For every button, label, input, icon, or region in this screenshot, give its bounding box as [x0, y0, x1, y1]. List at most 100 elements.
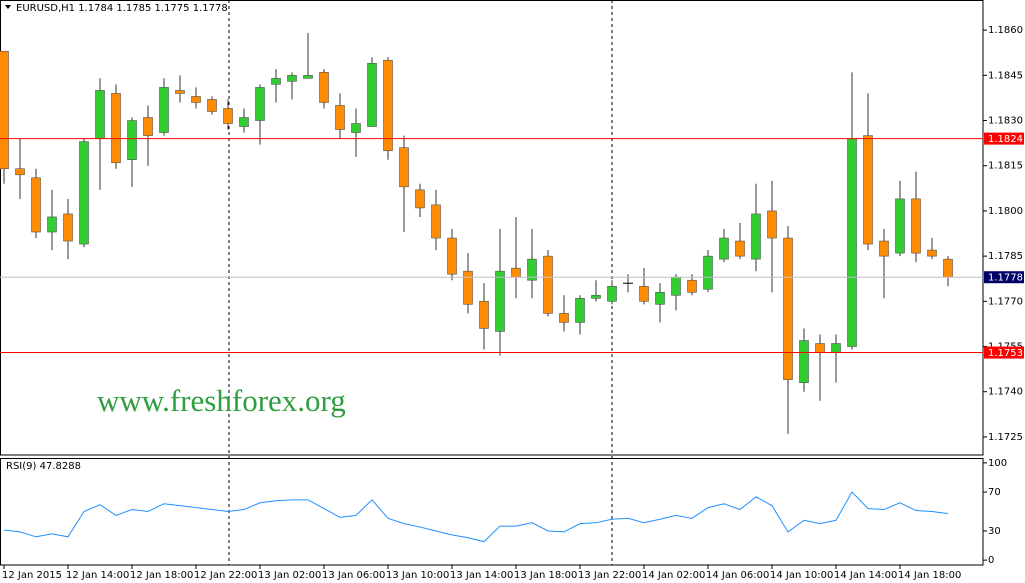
candle-body: [63, 213, 73, 242]
candle-body: [479, 301, 489, 329]
candle-body: [495, 270, 505, 332]
x-tick-label: 13 Jan 06:00: [322, 570, 385, 581]
candle-body: [271, 78, 281, 85]
candle-body: [399, 147, 409, 188]
candle-body: [223, 108, 233, 124]
candle-body: [703, 255, 713, 290]
candle-body: [287, 75, 297, 82]
level-label: 1.1824: [988, 134, 1023, 145]
candle-body: [47, 216, 57, 233]
x-tick-label: 13 Jan 18:00: [514, 570, 577, 581]
candle-body: [719, 237, 729, 260]
candle-body: [335, 105, 345, 130]
x-tick-label: 13 Jan 10:00: [386, 570, 449, 581]
y-tick-label: 1.1845: [988, 70, 1023, 81]
candle-body: [575, 298, 585, 323]
candle-body: [895, 198, 905, 254]
x-tick-label: 14 Jan 18:00: [898, 570, 961, 581]
candle-body: [735, 240, 745, 257]
candle-body: [159, 87, 169, 133]
level-label-box: [984, 346, 1024, 359]
rsi-line: [3, 491, 949, 543]
candle-body: [607, 285, 617, 302]
candle-body: [415, 189, 425, 209]
x-tick-label: 12 Jan 22:00: [194, 570, 257, 581]
x-tick-label: 14 Jan 10:00: [770, 570, 833, 581]
candle-body: [927, 249, 937, 257]
candle-body: [463, 270, 473, 305]
candle-body: [351, 123, 361, 133]
candle-body: [191, 96, 201, 103]
candle-body: [815, 343, 825, 353]
candle-body: [0, 50, 9, 170]
candle-body: [671, 276, 681, 296]
y-tick-label: 1.1740: [988, 387, 1023, 398]
x-tick-label: 12 Jan 2015: [2, 570, 62, 581]
x-tick-label: 13 Jan 02:00: [258, 570, 321, 581]
price-label: 1.1778: [988, 273, 1023, 284]
y-tick-label: 1.1830: [988, 116, 1023, 127]
y-tick-label: 100: [988, 458, 1007, 469]
candle-body: [239, 117, 249, 127]
candle-body: [31, 177, 41, 233]
main-panel: [0, 0, 984, 456]
candle-body: [207, 99, 217, 112]
candle-body: [687, 279, 697, 293]
candle-body: [831, 343, 841, 353]
rsi-line: [3, 491, 949, 543]
x-tick-label: 14 Jan 06:00: [706, 570, 769, 581]
x-tick-label: 12 Jan 14:00: [66, 570, 129, 581]
candle-body: [591, 294, 601, 299]
candle-body: [431, 204, 441, 239]
candles: [0, 33, 953, 434]
candle-body: [911, 198, 921, 254]
y-tick-label: 1.1860: [988, 25, 1023, 36]
candle-body: [319, 72, 329, 103]
candle-body: [127, 120, 137, 161]
candle-body: [751, 213, 761, 260]
candle-body: [879, 240, 889, 257]
candle-body: [79, 141, 89, 245]
y-tick-label: 1.1785: [988, 251, 1023, 262]
y-tick-label: 30: [988, 526, 1001, 537]
candle-body: [639, 285, 649, 302]
level-label-box: [984, 132, 1024, 145]
y-tick-label: 1.1725: [988, 432, 1023, 443]
candle-body: [15, 168, 25, 176]
level-label: 1.1753: [988, 348, 1023, 359]
menu-arrow: [5, 5, 11, 9]
candle-body: [95, 90, 105, 139]
candle-body: [543, 255, 553, 314]
y-tick-label: 1.1800: [988, 206, 1023, 217]
rsi-title: RSI(9) 47.8288: [6, 461, 81, 472]
chart-title: EURUSD,H1 1.1784 1.1785 1.1775 1.1778: [16, 3, 228, 14]
candle-body: [111, 93, 121, 164]
x-tick-label: 14 Jan 14:00: [834, 570, 897, 581]
candle-body: [655, 291, 665, 305]
candle-body: [303, 75, 313, 79]
candle-body: [255, 87, 265, 121]
candle-body: [847, 138, 857, 347]
x-tick-label: 14 Jan 02:00: [642, 570, 705, 581]
candle-body: [767, 210, 777, 239]
candle-body: [783, 237, 793, 380]
candle-body: [799, 340, 809, 383]
price-label-box: [984, 271, 1024, 284]
y-tick-label: 0: [988, 555, 994, 566]
x-tick-label: 12 Jan 18:00: [130, 570, 193, 581]
candle-body: [383, 59, 393, 151]
y-tick-label: 1.1815: [988, 161, 1023, 172]
candle-body: [143, 117, 153, 136]
candle-body: [527, 258, 537, 281]
candle-body: [511, 267, 521, 278]
candle-body: [943, 258, 953, 278]
x-tick-label: 13 Jan 14:00: [450, 570, 513, 581]
x-tick-label: 13 Jan 22:00: [578, 570, 641, 581]
candle-body: [367, 62, 377, 127]
candle-body: [863, 135, 873, 245]
rsi-panel: [0, 458, 984, 566]
candle-body: [447, 237, 457, 275]
y-tick-label: 70: [988, 487, 1001, 498]
